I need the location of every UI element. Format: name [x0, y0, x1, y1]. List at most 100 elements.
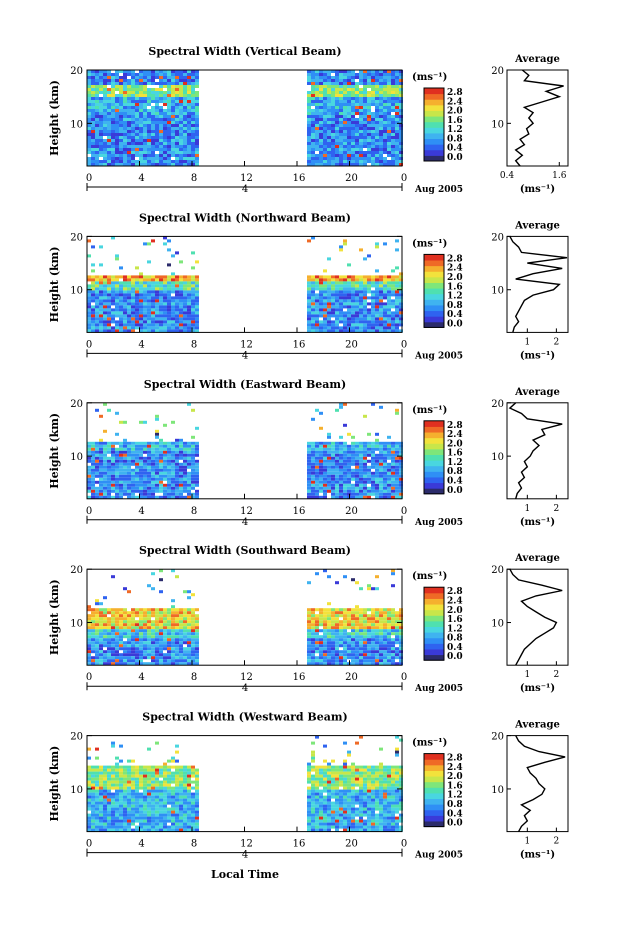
heatmap-cell	[123, 453, 127, 457]
heatmap-cell	[359, 305, 363, 309]
heatmap-cell	[119, 480, 123, 484]
heatmap-cell	[315, 483, 319, 487]
heatmap-cell	[163, 91, 167, 94]
heatmap-cell	[383, 127, 387, 130]
heatmap-cell	[315, 617, 319, 621]
heatmap-cell	[343, 100, 347, 103]
heatmap-cell	[315, 79, 319, 82]
heatmap-cell	[327, 323, 331, 327]
heatmap-cell	[155, 97, 159, 100]
heatmap-cell	[119, 287, 123, 291]
heatmap-cell	[167, 88, 171, 91]
heatmap-cell	[311, 79, 315, 82]
heatmap-cell	[311, 647, 315, 651]
day-label: 4	[242, 517, 248, 528]
heatmap-cell	[179, 480, 183, 484]
heatmap-cell	[171, 121, 175, 124]
heatmap-cell	[107, 151, 111, 154]
heatmap-cell	[143, 133, 147, 136]
heatmap-cell	[147, 275, 151, 279]
heatmap-cell	[179, 109, 183, 112]
heatmap-cell	[335, 650, 339, 654]
heatmap-cell	[315, 308, 319, 312]
heatmap-cell	[311, 296, 315, 300]
heatmap-cell	[371, 659, 375, 663]
heatmap-cell	[151, 308, 155, 312]
heatmap-cell	[99, 73, 103, 76]
heatmap-cell	[87, 73, 91, 76]
heatmap-cell	[311, 656, 315, 660]
heatmap-cell	[87, 160, 91, 163]
heatmap-cell	[359, 450, 363, 454]
heatmap-cell	[95, 602, 99, 606]
heatmap-cell	[335, 287, 339, 291]
heatmap-cell	[315, 465, 319, 469]
heatmap-cell	[139, 302, 143, 306]
heatmap-cell	[123, 293, 127, 297]
heatmap-cell	[91, 85, 95, 88]
heatmap-cell	[175, 290, 179, 294]
heatmap-cell	[195, 260, 199, 264]
heatmap-cell	[355, 320, 359, 324]
heatmap-cell	[191, 127, 195, 130]
heatmap-cell	[383, 317, 387, 321]
heatmap-cell	[195, 124, 199, 127]
heatmap-cell	[143, 275, 147, 279]
heatmap-cell	[95, 109, 99, 112]
heatmap-cell	[91, 130, 95, 133]
heatmap-cell	[91, 329, 95, 333]
heatmap-cell	[311, 118, 315, 121]
heatmap-cell	[183, 480, 187, 484]
heatmap-cell	[107, 112, 111, 115]
heatmap-cell	[147, 326, 151, 330]
heatmap-cell	[391, 629, 395, 633]
heatmap-cell	[95, 91, 99, 94]
heatmap-cell	[379, 278, 383, 282]
heatmap-cell	[371, 329, 375, 333]
heatmap-cell	[359, 483, 363, 487]
heatmap-cell	[99, 813, 103, 817]
heatmap-cell	[371, 314, 375, 318]
heatmap-cell	[91, 456, 95, 460]
heatmap-cell	[151, 656, 155, 660]
heatmap-cell	[331, 94, 335, 97]
heatmap-cell	[151, 130, 155, 133]
heatmap-cell	[339, 447, 343, 451]
heatmap-cell	[123, 323, 127, 327]
heatmap-cell	[155, 103, 159, 106]
heatmap-cell	[355, 100, 359, 103]
heatmap-cell	[103, 290, 107, 294]
heatmap-cell	[355, 311, 359, 315]
heatmap-cell	[327, 284, 331, 288]
heatmap-cell	[135, 489, 139, 493]
heatmap-cell	[95, 124, 99, 127]
heatmap-cell	[187, 474, 191, 478]
heatmap-cell	[375, 145, 379, 148]
heatmap-cell	[391, 100, 395, 103]
heatmap-cell	[139, 272, 143, 276]
heatmap-cell	[179, 163, 183, 166]
heatmap-cell	[95, 82, 99, 85]
heatmap-cell	[375, 329, 379, 333]
heatmap-cell	[391, 465, 395, 469]
heatmap-cell	[331, 459, 335, 463]
heatmap-cell	[387, 629, 391, 633]
heatmap-cell	[331, 112, 335, 115]
heatmap-cell	[339, 109, 343, 112]
heatmap-cell	[175, 302, 179, 306]
heatmap-cell	[167, 620, 171, 624]
heatmap-cell	[335, 320, 339, 324]
heatmap-cell	[167, 157, 171, 160]
heatmap-cell	[399, 302, 403, 306]
heatmap-cell	[111, 650, 115, 654]
heatmap-cell	[127, 94, 131, 97]
heatmap-cell	[159, 474, 163, 478]
heatmap-cell	[175, 70, 179, 73]
heatmap-cell	[359, 130, 363, 133]
heatmap-cell	[379, 465, 383, 469]
heatmap-cell	[95, 471, 99, 475]
heatmap-cell	[335, 305, 339, 309]
heatmap-cell	[391, 145, 395, 148]
heatmap-cell	[311, 614, 315, 618]
heatmap-cell	[343, 329, 347, 333]
